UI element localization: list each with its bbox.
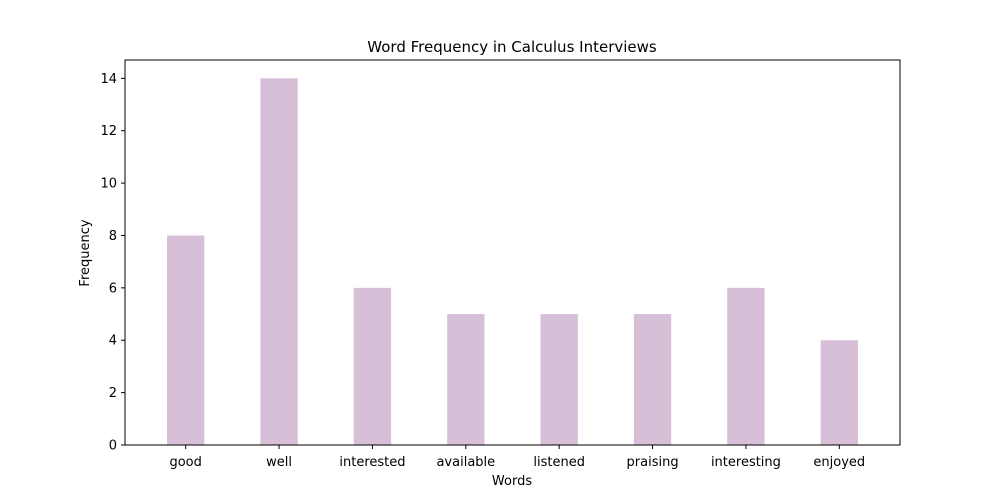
bar-listened xyxy=(540,314,578,445)
y-tick-label: 8 xyxy=(109,229,117,244)
x-tick-label: well xyxy=(266,455,292,470)
y-axis-label: Frequency xyxy=(78,219,93,286)
bars-group xyxy=(167,78,858,445)
y-tick-label: 14 xyxy=(100,72,117,87)
x-tick-label: available xyxy=(436,455,495,470)
y-tick-label: 0 xyxy=(109,439,117,454)
x-tick-label: interested xyxy=(339,455,405,470)
x-tick-label: enjoyed xyxy=(813,455,865,470)
y-tick-label: 12 xyxy=(100,124,117,139)
y-tick-label: 6 xyxy=(109,281,117,296)
y-tick-label: 2 xyxy=(109,386,117,401)
plot-frame xyxy=(124,59,901,446)
y-ticks-group: 0 2 4 6 8 10 12 14 xyxy=(100,72,125,454)
bar-available xyxy=(447,314,485,445)
y-tick-label: 4 xyxy=(109,334,117,349)
bar-praising xyxy=(633,314,672,445)
chart-title: Word Frequency in Calculus Interviews xyxy=(367,38,657,56)
x-axis-label: Words xyxy=(492,474,532,489)
bar-interested xyxy=(353,287,392,445)
bar-enjoyed xyxy=(820,340,858,445)
x-tick-label: good xyxy=(169,455,201,470)
x-tick-label: listened xyxy=(533,455,585,470)
x-tick-label: interesting xyxy=(711,455,781,470)
bar-well xyxy=(260,78,298,445)
x-ticks-group: good well interested available listened prais… xyxy=(169,445,865,470)
bar-good xyxy=(167,235,205,445)
y-tick-label: 10 xyxy=(100,177,117,192)
x-tick-label: praising xyxy=(627,455,679,470)
bar-interesting xyxy=(727,287,765,445)
